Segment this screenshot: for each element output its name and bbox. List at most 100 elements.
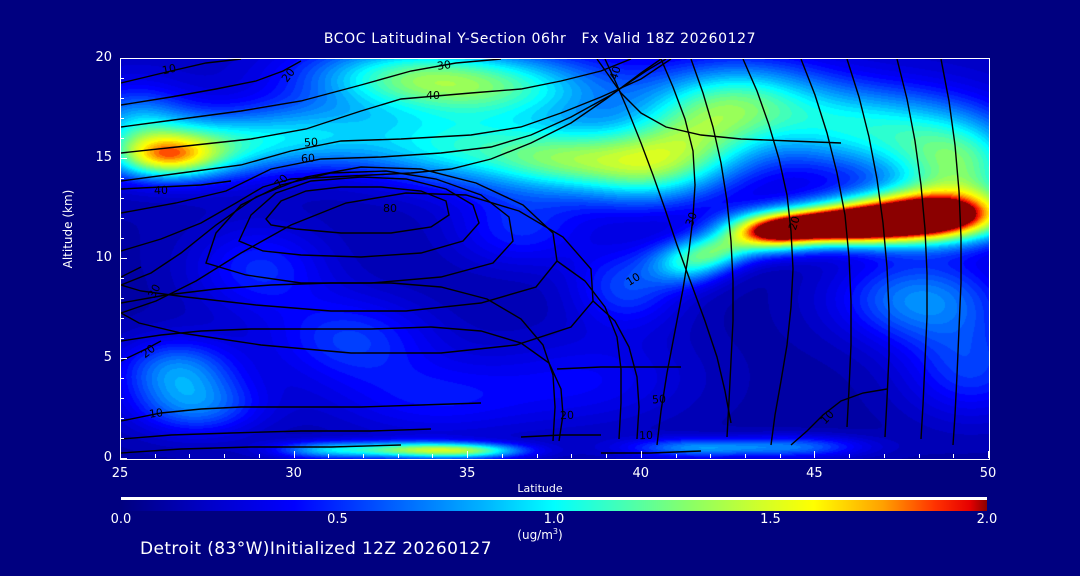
contour-line bbox=[121, 59, 672, 182]
x-minor-tick bbox=[501, 454, 503, 458]
y-axis-label: Altitude (km) bbox=[61, 189, 75, 269]
x-minor-tick bbox=[363, 454, 365, 458]
x-tick-mark bbox=[640, 451, 642, 458]
x-minor-tick bbox=[154, 454, 156, 458]
y-minor-tick bbox=[120, 278, 124, 279]
x-tick-label: 45 bbox=[806, 466, 823, 481]
concentration-heatmap bbox=[121, 59, 989, 459]
x-minor-tick bbox=[328, 454, 330, 458]
y-minor-tick bbox=[120, 78, 124, 79]
y-minor-tick bbox=[120, 318, 124, 319]
colorbar-units-text: (ug/m bbox=[517, 528, 553, 542]
x-minor-tick bbox=[258, 454, 260, 458]
x-tick-mark bbox=[467, 451, 469, 458]
contour-label: 10 bbox=[818, 408, 837, 427]
y-minor-tick bbox=[120, 178, 124, 179]
colorbar-units: (ug/m3) bbox=[0, 527, 1080, 542]
y-tick-mark bbox=[120, 458, 127, 459]
contour-line bbox=[596, 59, 842, 144]
colorbar-tick-label: 0.0 bbox=[110, 512, 132, 527]
y-tick-mark bbox=[120, 158, 127, 159]
contour-label: 40 bbox=[154, 184, 168, 197]
contour-label: 20 bbox=[786, 214, 803, 231]
contour-line bbox=[592, 300, 640, 440]
y-minor-tick bbox=[120, 118, 124, 119]
contour-line bbox=[556, 366, 681, 370]
y-minor-tick bbox=[120, 238, 124, 239]
y-tick-label: 15 bbox=[95, 150, 112, 165]
y-minor-tick bbox=[120, 418, 124, 419]
colorbar-tick-label: 1.0 bbox=[543, 512, 565, 527]
x-tick-mark bbox=[814, 451, 816, 458]
x-minor-tick bbox=[779, 454, 781, 458]
y-tick-label: 10 bbox=[95, 250, 112, 265]
contour-label: 40 bbox=[607, 64, 624, 81]
plot-caption: Detroit (83°W)Initialized 12Z 20260127 bbox=[140, 539, 492, 559]
y-minor-tick bbox=[120, 398, 124, 399]
contour-label: 30 bbox=[683, 210, 700, 228]
x-minor-tick bbox=[675, 454, 677, 458]
x-tick-mark bbox=[120, 451, 121, 458]
x-minor-tick bbox=[953, 454, 955, 458]
y-minor-tick bbox=[120, 378, 124, 379]
contour-line bbox=[205, 170, 514, 284]
contour-line bbox=[121, 59, 667, 214]
contour-line bbox=[121, 59, 632, 154]
contour-line bbox=[690, 59, 734, 438]
contour-label: 10 bbox=[624, 270, 643, 288]
y-tick-mark bbox=[120, 258, 127, 259]
y-minor-tick bbox=[120, 298, 124, 299]
x-minor-tick bbox=[536, 454, 538, 458]
contour-line bbox=[121, 444, 402, 454]
x-minor-tick bbox=[571, 454, 573, 458]
contour-line bbox=[556, 260, 622, 440]
colorbar-units-exponent: 3 bbox=[552, 527, 559, 536]
contour-line bbox=[121, 282, 391, 304]
contour-line bbox=[656, 59, 696, 446]
x-minor-tick bbox=[606, 454, 608, 458]
y-minor-tick bbox=[120, 138, 124, 139]
contour-line bbox=[601, 450, 702, 454]
y-tick-label: 5 bbox=[103, 350, 112, 365]
y-minor-tick bbox=[120, 338, 124, 339]
x-tick-label: 50 bbox=[979, 466, 997, 481]
y-tick-mark bbox=[120, 58, 127, 59]
contour-line bbox=[800, 59, 852, 428]
contour-line bbox=[121, 166, 558, 312]
contour-line bbox=[238, 176, 480, 258]
contour-label: 10 bbox=[639, 429, 653, 442]
x-minor-tick bbox=[224, 454, 226, 458]
contour-line bbox=[742, 59, 794, 446]
contour-line bbox=[846, 59, 890, 438]
x-minor-tick bbox=[710, 454, 712, 458]
contour-line bbox=[604, 59, 732, 424]
contour-line bbox=[121, 180, 232, 190]
contour-label: 60 bbox=[301, 152, 316, 166]
contour-line bbox=[896, 59, 928, 440]
contour-label: 20 bbox=[279, 66, 298, 85]
y-minor-tick bbox=[120, 198, 124, 199]
contour-line bbox=[121, 59, 662, 252]
contour-line bbox=[390, 282, 556, 442]
colorbar-tick-label: 1.5 bbox=[760, 512, 781, 527]
contour-line bbox=[121, 192, 594, 354]
contour-label: 50 bbox=[652, 393, 667, 407]
page-title: BCOC Latitudinal Y-Section 06hr Fx Valid… bbox=[323, 31, 757, 47]
contour-label: 80 bbox=[383, 202, 397, 215]
contour-line bbox=[121, 340, 162, 362]
x-tick-mark bbox=[988, 451, 989, 458]
x-axis-label: Latitude bbox=[517, 482, 563, 495]
contour-line bbox=[520, 434, 601, 438]
colorbar-tick-label: 0.5 bbox=[327, 512, 348, 527]
y-minor-tick bbox=[120, 218, 124, 219]
contour-line bbox=[121, 326, 432, 342]
x-minor-tick bbox=[432, 454, 434, 458]
contour-line bbox=[121, 60, 302, 106]
plot-area: 10 20 30 40 50 60 70 80 40 30 20 10 40 30 20 10 10 50 20 10 bbox=[120, 58, 990, 460]
contour-line bbox=[430, 326, 564, 442]
y-minor-tick bbox=[120, 98, 124, 99]
y-minor-tick bbox=[120, 438, 124, 439]
contour-label: 10 bbox=[148, 406, 164, 421]
